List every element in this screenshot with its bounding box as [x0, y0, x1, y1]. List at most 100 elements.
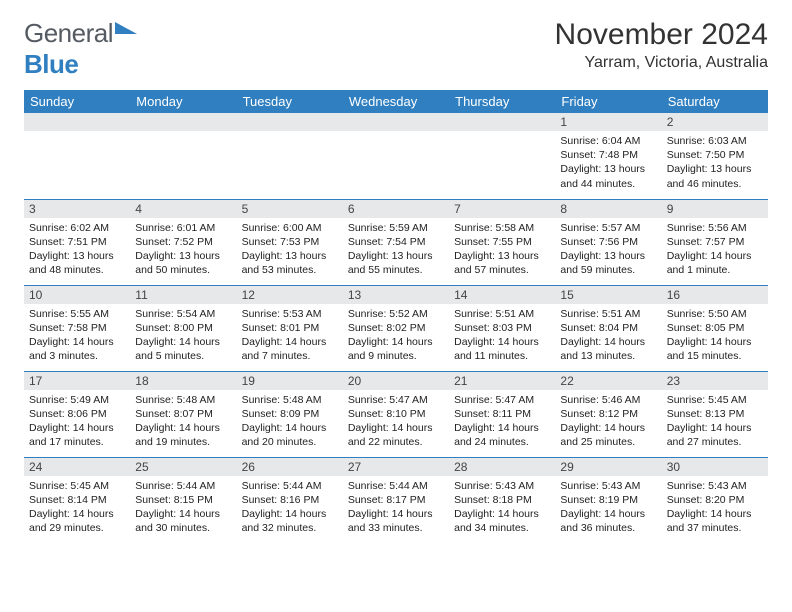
day-number: 21 — [449, 372, 555, 390]
day-details: Sunrise: 5:43 AMSunset: 8:20 PMDaylight:… — [662, 476, 768, 540]
weekday-header: Friday — [555, 90, 661, 113]
day-number: 6 — [343, 200, 449, 218]
calendar-body: 1Sunrise: 6:04 AMSunset: 7:48 PMDaylight… — [24, 113, 768, 543]
day-details: Sunrise: 5:43 AMSunset: 8:19 PMDaylight:… — [555, 476, 661, 540]
day-details: Sunrise: 5:53 AMSunset: 8:01 PMDaylight:… — [237, 304, 343, 368]
calendar-cell: 12Sunrise: 5:53 AMSunset: 8:01 PMDayligh… — [237, 285, 343, 371]
logo-word1: General — [24, 18, 113, 48]
day-number: 19 — [237, 372, 343, 390]
day-details: Sunrise: 6:03 AMSunset: 7:50 PMDaylight:… — [662, 131, 768, 195]
calendar-head: SundayMondayTuesdayWednesdayThursdayFrid… — [24, 90, 768, 113]
calendar-cell — [343, 113, 449, 199]
logo-text: General Blue — [24, 18, 137, 80]
calendar-cell: 15Sunrise: 5:51 AMSunset: 8:04 PMDayligh… — [555, 285, 661, 371]
day-details: Sunrise: 5:54 AMSunset: 8:00 PMDaylight:… — [130, 304, 236, 368]
day-number: 29 — [555, 458, 661, 476]
day-number — [130, 113, 236, 131]
calendar-cell: 25Sunrise: 5:44 AMSunset: 8:15 PMDayligh… — [130, 457, 236, 543]
day-details: Sunrise: 5:59 AMSunset: 7:54 PMDaylight:… — [343, 218, 449, 282]
calendar-cell: 24Sunrise: 5:45 AMSunset: 8:14 PMDayligh… — [24, 457, 130, 543]
calendar-cell: 21Sunrise: 5:47 AMSunset: 8:11 PMDayligh… — [449, 371, 555, 457]
calendar-cell: 4Sunrise: 6:01 AMSunset: 7:52 PMDaylight… — [130, 199, 236, 285]
weekday-header: Thursday — [449, 90, 555, 113]
calendar-cell — [24, 113, 130, 199]
calendar-cell: 1Sunrise: 6:04 AMSunset: 7:48 PMDaylight… — [555, 113, 661, 199]
day-details: Sunrise: 5:55 AMSunset: 7:58 PMDaylight:… — [24, 304, 130, 368]
header: General Blue November 2024 Yarram, Victo… — [24, 18, 768, 80]
calendar-page: General Blue November 2024 Yarram, Victo… — [0, 0, 792, 561]
calendar-cell: 13Sunrise: 5:52 AMSunset: 8:02 PMDayligh… — [343, 285, 449, 371]
day-details: Sunrise: 6:01 AMSunset: 7:52 PMDaylight:… — [130, 218, 236, 282]
calendar-row: 10Sunrise: 5:55 AMSunset: 7:58 PMDayligh… — [24, 285, 768, 371]
day-number: 24 — [24, 458, 130, 476]
day-number: 4 — [130, 200, 236, 218]
day-details: Sunrise: 5:44 AMSunset: 8:17 PMDaylight:… — [343, 476, 449, 540]
title-block: November 2024 Yarram, Victoria, Australi… — [555, 18, 768, 72]
day-number: 8 — [555, 200, 661, 218]
day-number: 23 — [662, 372, 768, 390]
day-details: Sunrise: 5:48 AMSunset: 8:07 PMDaylight:… — [130, 390, 236, 454]
day-details: Sunrise: 5:50 AMSunset: 8:05 PMDaylight:… — [662, 304, 768, 368]
day-details: Sunrise: 5:58 AMSunset: 7:55 PMDaylight:… — [449, 218, 555, 282]
calendar-row: 3Sunrise: 6:02 AMSunset: 7:51 PMDaylight… — [24, 199, 768, 285]
day-number: 13 — [343, 286, 449, 304]
day-number: 12 — [237, 286, 343, 304]
location: Yarram, Victoria, Australia — [555, 54, 768, 72]
calendar-cell: 22Sunrise: 5:46 AMSunset: 8:12 PMDayligh… — [555, 371, 661, 457]
day-number — [343, 113, 449, 131]
day-details: Sunrise: 6:04 AMSunset: 7:48 PMDaylight:… — [555, 131, 661, 195]
calendar-cell: 17Sunrise: 5:49 AMSunset: 8:06 PMDayligh… — [24, 371, 130, 457]
day-number: 30 — [662, 458, 768, 476]
weekday-header: Wednesday — [343, 90, 449, 113]
calendar-cell: 11Sunrise: 5:54 AMSunset: 8:00 PMDayligh… — [130, 285, 236, 371]
day-number: 3 — [24, 200, 130, 218]
day-number — [449, 113, 555, 131]
day-details: Sunrise: 6:00 AMSunset: 7:53 PMDaylight:… — [237, 218, 343, 282]
day-details: Sunrise: 5:57 AMSunset: 7:56 PMDaylight:… — [555, 218, 661, 282]
calendar-cell — [130, 113, 236, 199]
calendar-cell: 23Sunrise: 5:45 AMSunset: 8:13 PMDayligh… — [662, 371, 768, 457]
day-number: 18 — [130, 372, 236, 390]
weekday-header: Tuesday — [237, 90, 343, 113]
day-number: 22 — [555, 372, 661, 390]
day-number: 1 — [555, 113, 661, 131]
calendar-cell — [237, 113, 343, 199]
calendar-cell: 14Sunrise: 5:51 AMSunset: 8:03 PMDayligh… — [449, 285, 555, 371]
logo-triangle-icon — [115, 18, 137, 34]
calendar-cell: 20Sunrise: 5:47 AMSunset: 8:10 PMDayligh… — [343, 371, 449, 457]
calendar-cell: 18Sunrise: 5:48 AMSunset: 8:07 PMDayligh… — [130, 371, 236, 457]
calendar-cell: 6Sunrise: 5:59 AMSunset: 7:54 PMDaylight… — [343, 199, 449, 285]
calendar-cell: 10Sunrise: 5:55 AMSunset: 7:58 PMDayligh… — [24, 285, 130, 371]
day-details: Sunrise: 5:44 AMSunset: 8:15 PMDaylight:… — [130, 476, 236, 540]
calendar-cell: 29Sunrise: 5:43 AMSunset: 8:19 PMDayligh… — [555, 457, 661, 543]
calendar-cell: 27Sunrise: 5:44 AMSunset: 8:17 PMDayligh… — [343, 457, 449, 543]
calendar-cell: 16Sunrise: 5:50 AMSunset: 8:05 PMDayligh… — [662, 285, 768, 371]
day-number: 27 — [343, 458, 449, 476]
day-number: 11 — [130, 286, 236, 304]
day-number: 5 — [237, 200, 343, 218]
day-details: Sunrise: 5:49 AMSunset: 8:06 PMDaylight:… — [24, 390, 130, 454]
calendar-cell: 2Sunrise: 6:03 AMSunset: 7:50 PMDaylight… — [662, 113, 768, 199]
weekday-header: Sunday — [24, 90, 130, 113]
day-details: Sunrise: 5:51 AMSunset: 8:04 PMDaylight:… — [555, 304, 661, 368]
day-number: 2 — [662, 113, 768, 131]
logo-word2: Blue — [24, 49, 78, 79]
day-number: 7 — [449, 200, 555, 218]
day-number: 28 — [449, 458, 555, 476]
day-number: 25 — [130, 458, 236, 476]
day-details: Sunrise: 5:51 AMSunset: 8:03 PMDaylight:… — [449, 304, 555, 368]
day-number: 14 — [449, 286, 555, 304]
day-number: 10 — [24, 286, 130, 304]
calendar-row: 17Sunrise: 5:49 AMSunset: 8:06 PMDayligh… — [24, 371, 768, 457]
calendar-cell: 26Sunrise: 5:44 AMSunset: 8:16 PMDayligh… — [237, 457, 343, 543]
day-number: 15 — [555, 286, 661, 304]
day-number: 17 — [24, 372, 130, 390]
calendar-row: 24Sunrise: 5:45 AMSunset: 8:14 PMDayligh… — [24, 457, 768, 543]
calendar-cell — [449, 113, 555, 199]
day-number: 16 — [662, 286, 768, 304]
calendar-cell: 5Sunrise: 6:00 AMSunset: 7:53 PMDaylight… — [237, 199, 343, 285]
day-details: Sunrise: 5:46 AMSunset: 8:12 PMDaylight:… — [555, 390, 661, 454]
day-details: Sunrise: 5:45 AMSunset: 8:13 PMDaylight:… — [662, 390, 768, 454]
calendar-row: 1Sunrise: 6:04 AMSunset: 7:48 PMDaylight… — [24, 113, 768, 199]
day-number: 26 — [237, 458, 343, 476]
